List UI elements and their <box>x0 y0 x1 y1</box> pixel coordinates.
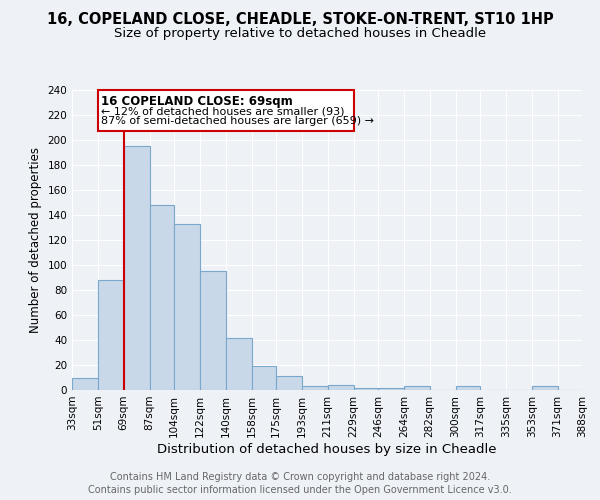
Y-axis label: Number of detached properties: Number of detached properties <box>29 147 42 333</box>
Bar <box>226 338 251 390</box>
Bar <box>276 376 302 390</box>
Bar <box>72 378 98 390</box>
Bar <box>378 388 404 390</box>
Text: ← 12% of detached houses are smaller (93): ← 12% of detached houses are smaller (93… <box>101 106 344 116</box>
Text: 87% of semi-detached houses are larger (659) →: 87% of semi-detached houses are larger (… <box>101 116 374 126</box>
X-axis label: Distribution of detached houses by size in Cheadle: Distribution of detached houses by size … <box>157 442 497 456</box>
Bar <box>532 386 557 390</box>
Text: Size of property relative to detached houses in Cheadle: Size of property relative to detached ho… <box>114 28 486 40</box>
Text: 16 COPELAND CLOSE: 69sqm: 16 COPELAND CLOSE: 69sqm <box>101 95 292 108</box>
Text: Contains HM Land Registry data © Crown copyright and database right 2024.: Contains HM Land Registry data © Crown c… <box>110 472 490 482</box>
Bar <box>328 385 353 390</box>
Bar <box>124 146 149 390</box>
FancyBboxPatch shape <box>98 90 353 131</box>
Bar <box>98 280 124 390</box>
Bar <box>455 386 480 390</box>
Text: Contains public sector information licensed under the Open Government Licence v3: Contains public sector information licen… <box>88 485 512 495</box>
Bar <box>251 366 276 390</box>
Bar <box>302 386 328 390</box>
Bar <box>353 388 378 390</box>
Bar <box>174 224 200 390</box>
Text: 16, COPELAND CLOSE, CHEADLE, STOKE-ON-TRENT, ST10 1HP: 16, COPELAND CLOSE, CHEADLE, STOKE-ON-TR… <box>47 12 553 28</box>
Bar <box>404 386 430 390</box>
Bar <box>200 271 226 390</box>
Bar <box>149 205 174 390</box>
